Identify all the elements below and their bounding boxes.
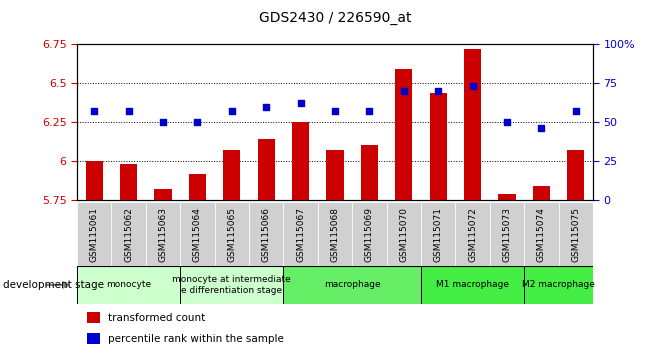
Bar (120, 164, 137, 200)
Point (89, 108, 100, 114)
Bar (111, 202, 146, 266)
Bar (180, 202, 214, 266)
Text: GSM115070: GSM115070 (399, 207, 408, 262)
Bar (464, 49, 481, 200)
Text: development stage: development stage (3, 280, 105, 290)
Text: GSM115067: GSM115067 (296, 207, 305, 262)
Text: GSM115069: GSM115069 (365, 207, 374, 262)
Bar (283, 202, 318, 266)
Bar (257, 139, 275, 200)
Bar (387, 202, 421, 266)
Bar (249, 202, 283, 266)
Text: GSM115075: GSM115075 (572, 207, 580, 262)
Point (295, 101, 306, 106)
Text: GSM115071: GSM115071 (433, 207, 443, 262)
Text: macrophage: macrophage (324, 280, 381, 290)
Point (467, 84, 478, 89)
Point (536, 126, 547, 131)
Text: monocyte at intermediate
e differentiation stage: monocyte at intermediate e differentiati… (172, 275, 291, 295)
Bar (292, 122, 309, 200)
Text: percentile rank within the sample: percentile rank within the sample (108, 334, 284, 344)
Text: GDS2430 / 226590_at: GDS2430 / 226590_at (259, 11, 411, 25)
Bar (533, 186, 550, 200)
Bar (326, 150, 344, 200)
Bar (559, 202, 593, 266)
Bar (180, 266, 283, 304)
Bar (567, 150, 584, 200)
Bar (86, 161, 103, 200)
Bar (283, 266, 421, 304)
Bar (87, 333, 100, 344)
Bar (490, 202, 524, 266)
Point (192, 119, 203, 125)
Bar (146, 202, 180, 266)
Bar (421, 202, 456, 266)
Point (502, 119, 513, 125)
Bar (429, 92, 447, 200)
Point (261, 104, 271, 109)
Bar (189, 173, 206, 200)
Bar (524, 202, 559, 266)
Point (330, 108, 340, 114)
Point (157, 119, 168, 125)
Bar (395, 69, 413, 200)
Text: GSM115066: GSM115066 (262, 207, 271, 262)
Text: GSM115073: GSM115073 (502, 207, 511, 262)
Bar (524, 266, 593, 304)
Bar (77, 202, 111, 266)
Text: GSM115062: GSM115062 (124, 207, 133, 262)
Text: transformed count: transformed count (108, 313, 205, 323)
Point (399, 88, 409, 94)
Text: monocyte: monocyte (106, 280, 151, 290)
Text: GSM115074: GSM115074 (537, 207, 546, 262)
Point (364, 108, 375, 114)
Bar (223, 150, 241, 200)
Bar (360, 145, 378, 200)
Bar (352, 202, 387, 266)
Text: GSM115063: GSM115063 (159, 207, 168, 262)
Text: M1 macrophage: M1 macrophage (436, 280, 509, 290)
Bar (87, 312, 100, 323)
Text: M2 macrophage: M2 macrophage (522, 280, 595, 290)
Text: GSM115064: GSM115064 (193, 207, 202, 262)
Text: GSM115065: GSM115065 (227, 207, 237, 262)
Bar (318, 202, 352, 266)
Bar (421, 266, 524, 304)
Bar (456, 202, 490, 266)
Bar (498, 194, 516, 200)
Bar (214, 202, 249, 266)
Point (226, 108, 237, 114)
Text: GSM115072: GSM115072 (468, 207, 477, 262)
Point (123, 108, 134, 114)
Text: GSM115068: GSM115068 (330, 207, 340, 262)
Bar (77, 266, 180, 304)
Bar (154, 189, 172, 200)
Text: GSM115061: GSM115061 (90, 207, 98, 262)
Point (570, 108, 581, 114)
Point (433, 88, 444, 94)
